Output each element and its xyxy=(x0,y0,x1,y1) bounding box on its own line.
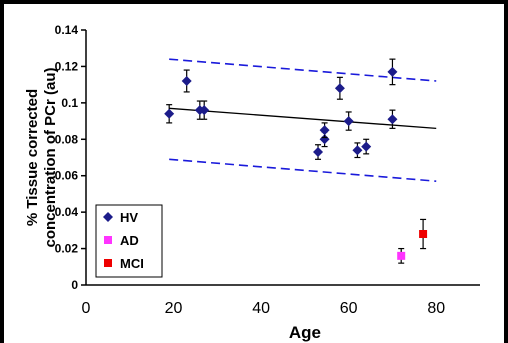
hv-point xyxy=(313,147,324,158)
hv-point xyxy=(199,105,210,116)
hv-point xyxy=(319,134,330,145)
legend-label-ad: AD xyxy=(120,233,139,248)
hv-point xyxy=(319,125,330,136)
x-axis-ticks: 0 20 40 60 80 xyxy=(82,300,446,317)
y-tick-label: 0.02 xyxy=(55,242,79,256)
legend-marker-mci xyxy=(104,259,112,267)
legend-marker-ad xyxy=(104,236,112,244)
hv-point xyxy=(387,114,398,125)
y-tick-label: 0.04 xyxy=(55,205,79,219)
hv-point xyxy=(164,108,175,119)
trend-lines xyxy=(169,58,437,182)
hv-point xyxy=(352,145,363,156)
ad-point xyxy=(397,251,406,260)
legend-label-mci: MCI xyxy=(120,256,144,271)
hv-point xyxy=(181,76,192,86)
x-tick-label: 80 xyxy=(427,300,445,317)
y-tick-label: 0.06 xyxy=(55,169,79,183)
x-axis-label: Age xyxy=(289,323,321,342)
y-axis-label-line: % Tissue corrected xyxy=(24,89,41,226)
x-tick-label: 40 xyxy=(252,300,270,317)
x-tick-label: 0 xyxy=(82,300,91,317)
y-tick-label: 0.08 xyxy=(55,132,79,146)
lower-line xyxy=(169,158,437,182)
hv-point xyxy=(361,141,372,152)
axes xyxy=(85,30,480,286)
y-tick-label: 0 xyxy=(71,278,78,292)
hv-point xyxy=(387,66,398,77)
y-axis-ticks: 0 0.02 0.04 0.06 0.08 0.1 0.12 0.14 xyxy=(55,23,86,292)
x-tick-label: 20 xyxy=(165,300,183,317)
mci-point xyxy=(419,230,428,238)
legend-marker-hv xyxy=(103,212,113,222)
fit-line xyxy=(169,107,437,130)
y-tick-label: 0.12 xyxy=(55,59,79,73)
x-tick-label: 60 xyxy=(340,300,358,317)
y-tick-label: 0.1 xyxy=(61,96,78,110)
upper-line xyxy=(169,58,437,82)
data-points xyxy=(164,58,428,264)
legend-label-hv: HV xyxy=(120,210,138,225)
legend: HV AD MCI xyxy=(95,204,163,278)
y-axis-label-line: concentration of PCr (au) xyxy=(42,67,59,247)
y-axis-label: % Tissue correctedconcentration of PCr (… xyxy=(24,67,59,247)
hv-point xyxy=(334,83,345,94)
y-tick-label: 0.14 xyxy=(55,23,79,37)
hv-point xyxy=(343,116,354,127)
